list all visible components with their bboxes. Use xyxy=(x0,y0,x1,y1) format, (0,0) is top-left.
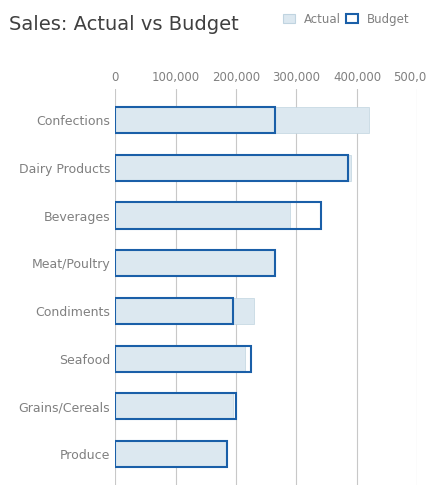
Bar xyxy=(115,441,227,467)
Bar xyxy=(115,250,275,276)
Bar xyxy=(115,346,251,372)
Bar xyxy=(115,202,321,229)
Bar xyxy=(115,298,233,324)
Bar xyxy=(115,107,369,133)
Bar xyxy=(115,155,351,181)
Bar xyxy=(115,393,236,419)
Bar xyxy=(115,346,245,372)
Bar xyxy=(115,441,227,467)
Text: Sales: Actual vs Budget: Sales: Actual vs Budget xyxy=(9,15,238,34)
Legend: Actual, Budget: Actual, Budget xyxy=(278,8,414,30)
Bar xyxy=(115,202,291,229)
Bar xyxy=(115,298,254,324)
Bar xyxy=(115,393,233,419)
Bar xyxy=(115,250,275,276)
Bar xyxy=(115,107,275,133)
Bar xyxy=(115,155,348,181)
